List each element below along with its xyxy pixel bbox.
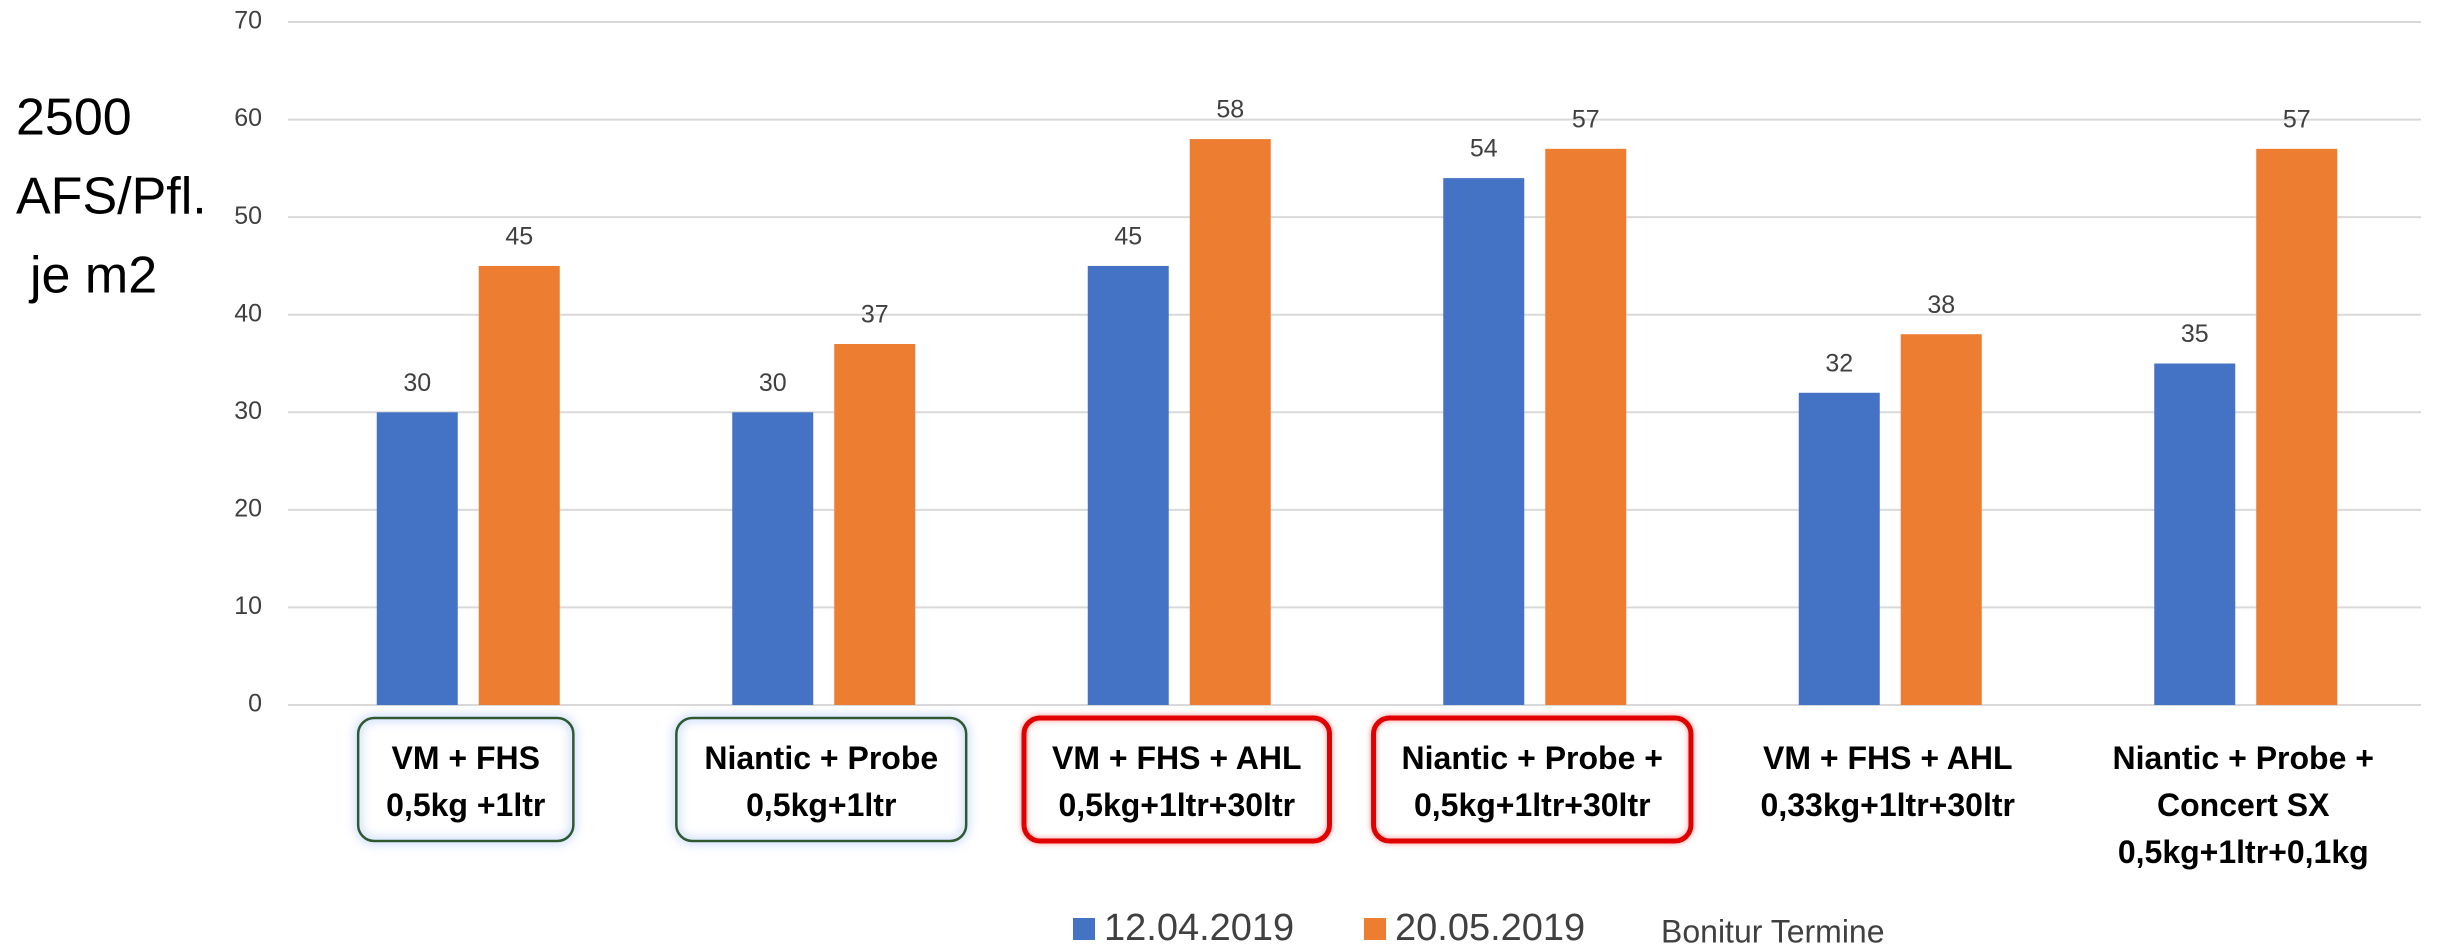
- x-tick-label: VM + FHS + AHL 0,5kg+1ltr+30ltr: [1052, 740, 1302, 823]
- legend-label: 12.04.2019: [1104, 907, 1294, 949]
- data-label: 58: [1216, 96, 1244, 124]
- data-label: 30: [759, 369, 787, 397]
- y-axis-label: 2500: [16, 89, 132, 147]
- y-axis-label: je m2: [28, 247, 157, 305]
- y-tick-label: 40: [234, 299, 262, 327]
- bar: [834, 343, 916, 705]
- data-label: 57: [1572, 105, 1600, 133]
- bar: [1900, 334, 1982, 705]
- x-tick-label: VM + FHS + AHL 0,33kg+1ltr+30ltr: [1761, 740, 2015, 823]
- bar: [376, 412, 458, 705]
- bar: [2154, 363, 2236, 705]
- y-tick-label: 20: [234, 494, 262, 522]
- x-tick-label: Niantic + Probe +0,5kg+1ltr+30ltr: [1402, 740, 1663, 823]
- bar: [478, 265, 560, 705]
- y-tick-label: 0: [248, 690, 262, 718]
- bar: [1087, 265, 1169, 705]
- x-tick-label: VM + FHS 0,5kg +1ltr: [386, 740, 545, 823]
- data-label: 37: [861, 301, 889, 329]
- legend-swatch: [1073, 918, 1095, 940]
- bar: [1545, 148, 1627, 706]
- bar: [1443, 178, 1525, 706]
- y-tick-label: 10: [234, 592, 262, 620]
- bar: [1189, 139, 1271, 706]
- bar: [732, 412, 814, 705]
- label-box: [675, 716, 968, 843]
- x-tick-label: Niantic + Probe + Concert SX 0,5kg+1ltr+0,…: [2113, 740, 2374, 870]
- data-label: 32: [1825, 349, 1853, 377]
- data-label: 54: [1470, 135, 1498, 163]
- data-label: 35: [2181, 320, 2209, 348]
- legend-label: 20.05.2019: [1395, 907, 1585, 949]
- bar: [2256, 148, 2338, 706]
- y-tick-label: 50: [234, 202, 262, 230]
- data-label: 45: [505, 223, 533, 251]
- y-tick-label: 60: [234, 104, 262, 132]
- legend-title: Bonitur Termine: [1661, 913, 1885, 949]
- legend-swatch: [1364, 918, 1386, 940]
- label-box: [1371, 715, 1694, 844]
- bar: [1798, 392, 1880, 705]
- y-tick-label: 70: [234, 7, 262, 35]
- data-label: 57: [2283, 105, 2311, 133]
- x-tick-label: Niantic + Probe 0,5kg+1ltr: [704, 740, 938, 823]
- data-label: 45: [1114, 223, 1142, 251]
- data-label: 38: [1927, 291, 1955, 319]
- label-box: [356, 716, 575, 843]
- y-tick-label: 30: [234, 397, 262, 425]
- label-box: [1021, 715, 1333, 844]
- y-axis-label: AFS/Pfl.: [16, 168, 207, 226]
- data-label: 30: [403, 369, 431, 397]
